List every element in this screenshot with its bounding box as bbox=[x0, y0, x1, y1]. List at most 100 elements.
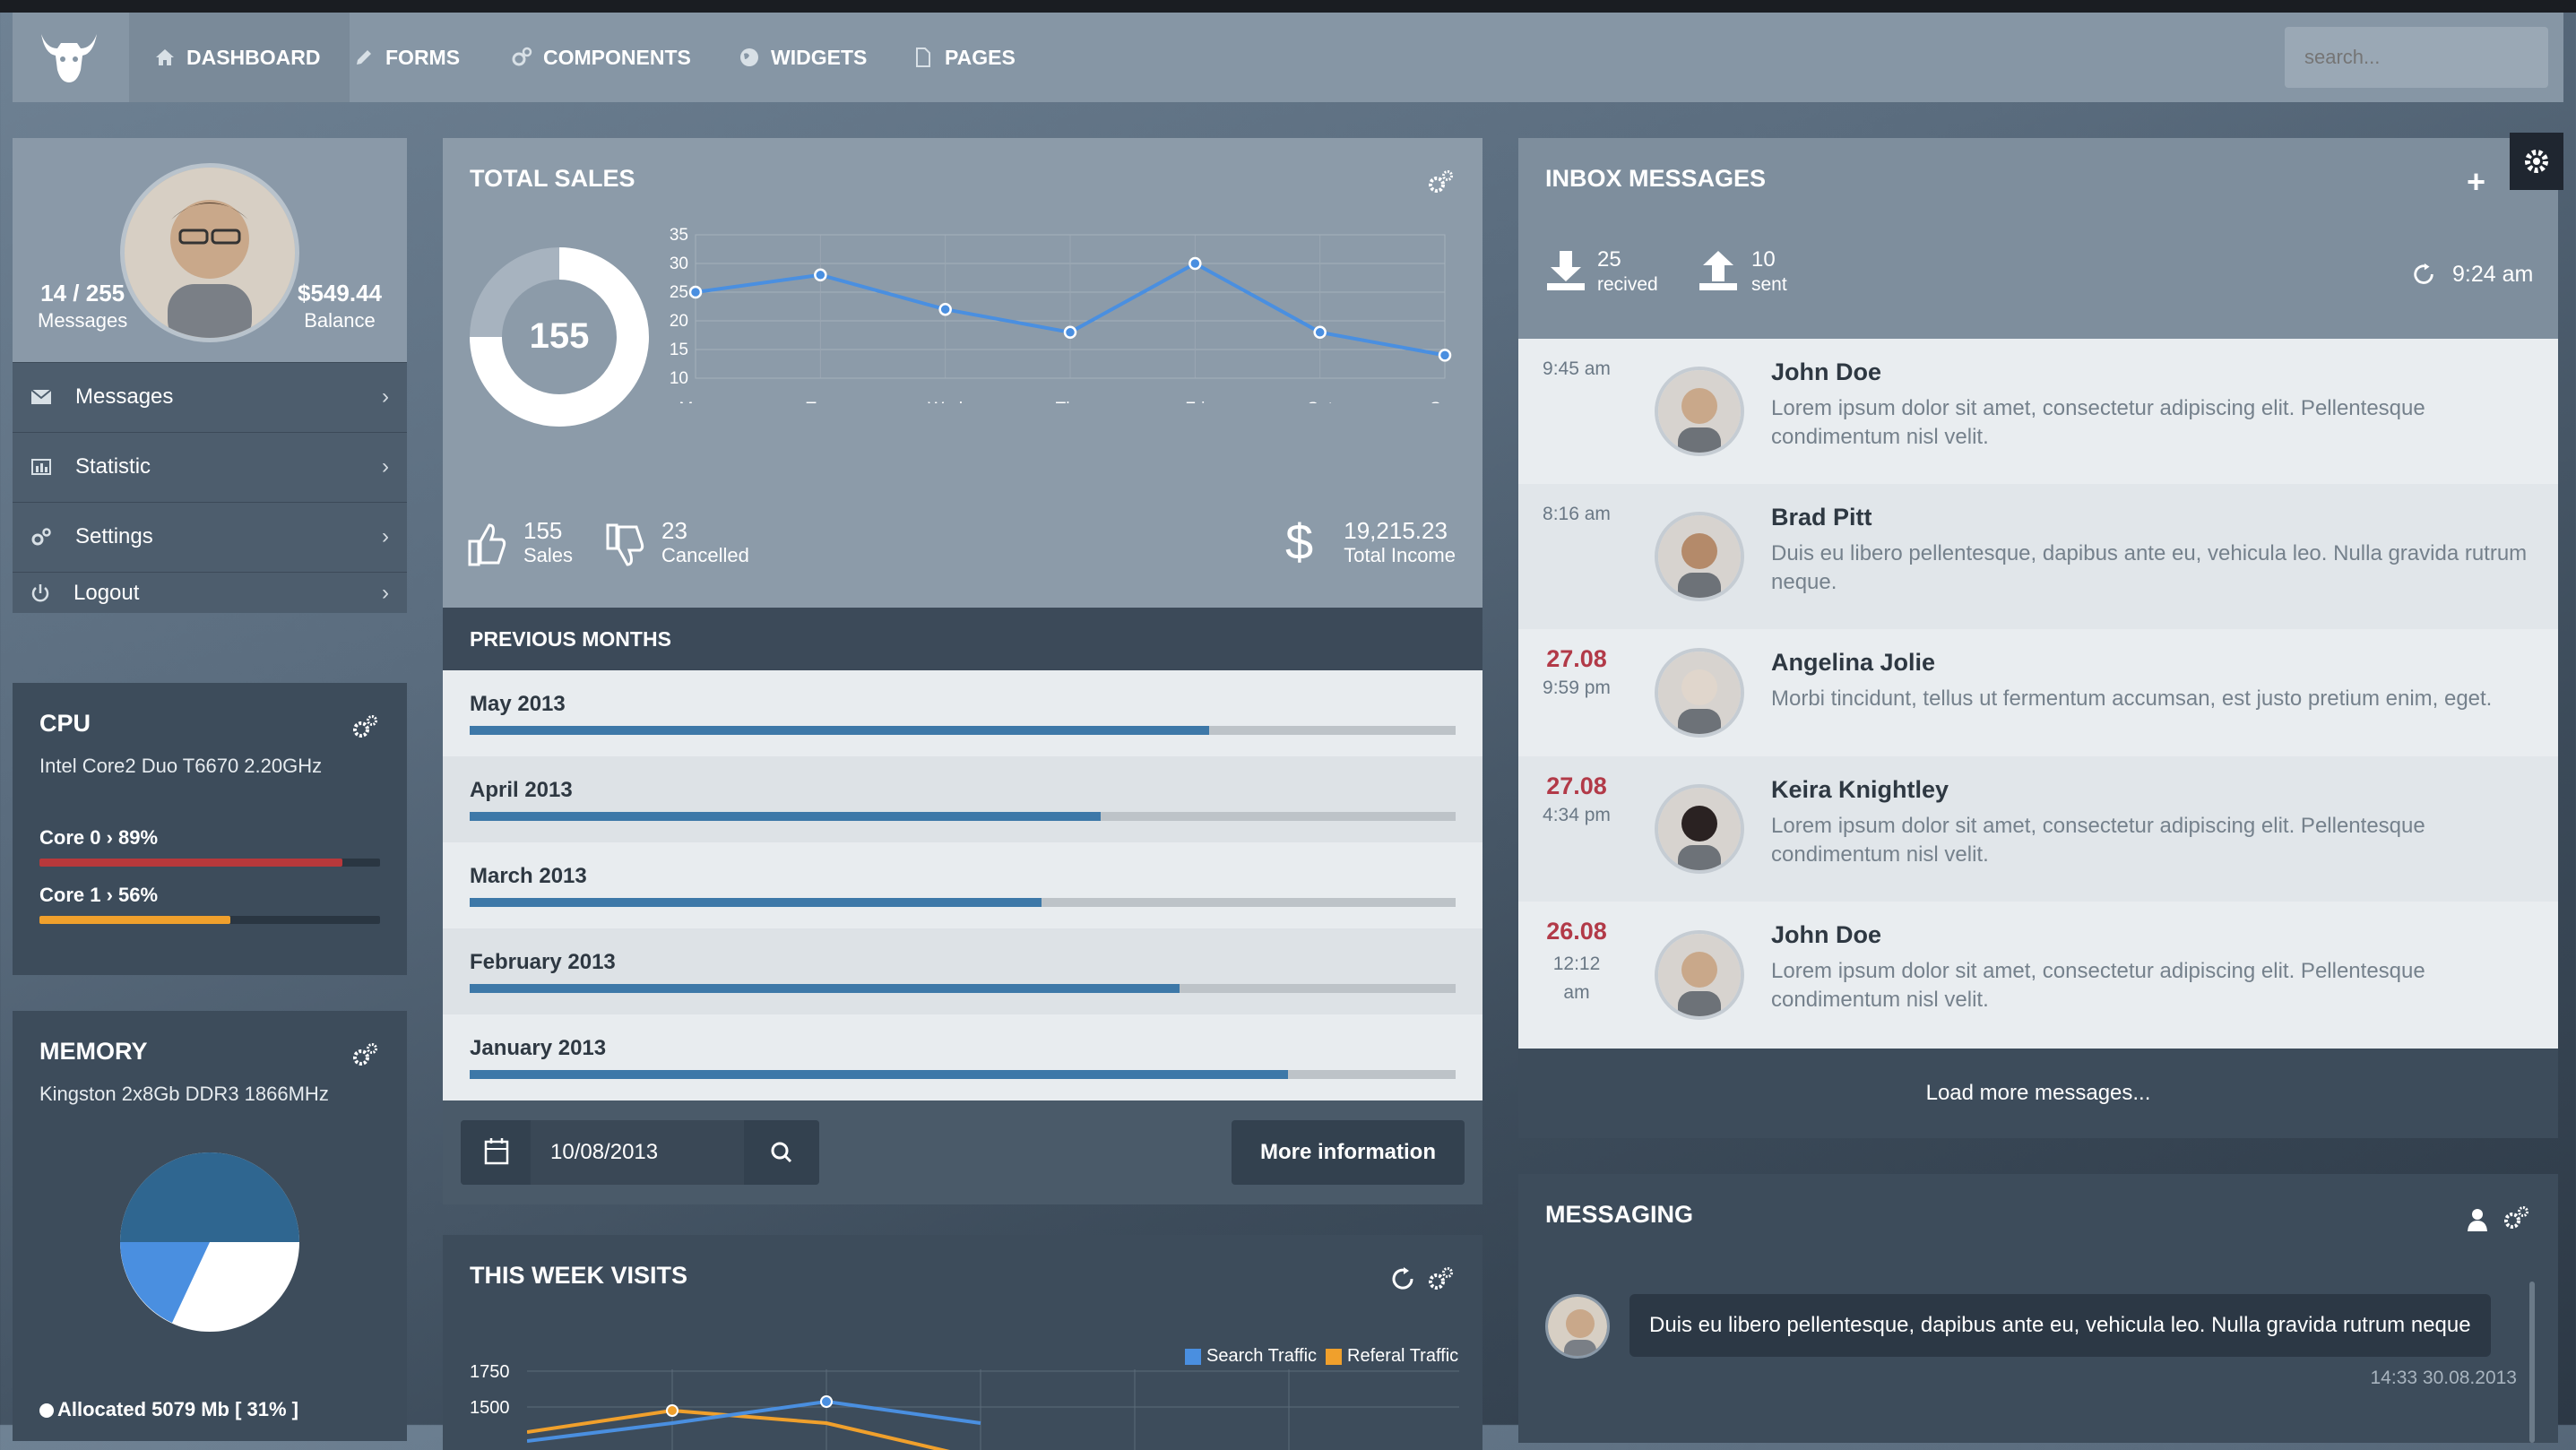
message-item[interactable]: 27.08 9:59 pm Angelina Jolie Morbi tincidun… bbox=[1518, 629, 2558, 756]
top-navbar: DASHBOARD FORMS COMPONENTS WIDGETS PAGES bbox=[13, 13, 2563, 102]
month-progress-bar bbox=[470, 812, 1456, 821]
sidebar-item-statistic[interactable]: Statistic › bbox=[13, 432, 407, 500]
avatar[interactable] bbox=[1655, 512, 1744, 601]
data-point[interactable] bbox=[1189, 256, 1202, 271]
avatar[interactable] bbox=[1655, 648, 1744, 738]
nav-pages[interactable]: PAGES bbox=[912, 13, 1016, 102]
sales-summary: TOTAL SALES 155 35 30 25 20 15 10 Mon Tue Wed Thu… bbox=[443, 138, 1482, 608]
referal-traffic-line bbox=[527, 1408, 950, 1450]
nav-widgets[interactable]: WIDGETS bbox=[739, 13, 867, 102]
month-progress-fill bbox=[470, 726, 1209, 735]
stat-label: recived bbox=[1597, 274, 1658, 295]
memory-pie-chart bbox=[120, 1152, 299, 1332]
nav-components[interactable]: COMPONENTS bbox=[511, 13, 691, 102]
month-progress-bar bbox=[470, 898, 1456, 907]
month-row: March 2013 bbox=[443, 842, 1482, 928]
avatar[interactable] bbox=[1655, 930, 1744, 1020]
month-progress-fill bbox=[470, 984, 1180, 993]
legend-dot bbox=[39, 1403, 54, 1418]
stat-value: 19,215.23 bbox=[1344, 517, 1448, 544]
refresh-icon[interactable] bbox=[1389, 1265, 1416, 1292]
message-time: 4:34 pm bbox=[1543, 805, 1611, 825]
gears-icon[interactable] bbox=[1427, 168, 1454, 195]
date-picker[interactable]: 10/08/2013 bbox=[461, 1120, 819, 1185]
core-0-bar bbox=[39, 859, 380, 867]
power-icon bbox=[31, 583, 49, 601]
add-icon[interactable]: + bbox=[2467, 163, 2486, 200]
chevron-right-icon: › bbox=[382, 453, 389, 479]
sidebar-item-label: Messages bbox=[75, 384, 174, 409]
settings-gear-icon[interactable] bbox=[2510, 133, 2563, 190]
bar-chart-icon bbox=[31, 458, 51, 475]
message-date: 27.08 bbox=[1546, 772, 1607, 799]
y-tick-label: 30 bbox=[670, 255, 688, 273]
sales-stat: 155 Sales bbox=[523, 518, 573, 568]
download-icon bbox=[1547, 251, 1585, 290]
gears-icon bbox=[31, 527, 51, 545]
profile-panel: 14 / 255 Messages $549.44 Balance Messag… bbox=[13, 138, 407, 613]
sidebar-item-settings[interactable]: Settings › bbox=[13, 502, 407, 570]
previous-months-header: PREVIOUS MONTHS bbox=[443, 608, 1482, 670]
panel-title: MESSAGING bbox=[1545, 1201, 1694, 1228]
date-value[interactable]: 10/08/2013 bbox=[550, 1140, 659, 1164]
data-point[interactable] bbox=[814, 268, 827, 282]
data-point[interactable] bbox=[1438, 349, 1452, 362]
data-point[interactable] bbox=[688, 285, 703, 299]
nav-label: COMPONENTS bbox=[543, 45, 691, 69]
y-tick-label: 10 bbox=[670, 369, 688, 388]
globe-icon bbox=[740, 48, 758, 66]
message-item[interactable]: 9:45 am John Doe Lorem ipsum dolor sit ame… bbox=[1518, 339, 2558, 484]
sidebar-item-logout[interactable]: Logout › bbox=[13, 572, 407, 613]
message-item[interactable]: 27.08 4:34 pm Keira Knightley Lorem ipsum d… bbox=[1518, 756, 2558, 902]
load-more-button[interactable]: Load more messages... bbox=[1518, 1049, 2558, 1138]
pie-slice-used-a bbox=[210, 1152, 299, 1242]
data-point[interactable] bbox=[1313, 325, 1327, 340]
search-icon[interactable] bbox=[744, 1120, 819, 1185]
gears-icon[interactable] bbox=[2503, 1204, 2529, 1231]
x-tick-label: Tue bbox=[806, 400, 834, 403]
panel-title: INBOX MESSAGES bbox=[1545, 165, 1767, 192]
message-preview: Morbi tincidunt, tellus ut fermentum acc… bbox=[1771, 686, 2493, 711]
data-point[interactable] bbox=[1063, 325, 1077, 340]
refresh-icon[interactable] bbox=[2411, 262, 2436, 287]
scrollbar[interactable] bbox=[2529, 1282, 2535, 1443]
message-item[interactable]: 8:16 am Brad Pitt Duis eu libero pellentes… bbox=[1518, 484, 2558, 629]
panel-title: CPU bbox=[39, 710, 91, 737]
month-progress-bar bbox=[470, 984, 1456, 993]
donut-value: 155 bbox=[530, 316, 590, 356]
nav-forms[interactable]: FORMS bbox=[353, 13, 460, 102]
sales-footer: 10/08/2013 More information bbox=[443, 1100, 1482, 1204]
calendar-icon[interactable] bbox=[461, 1120, 531, 1185]
nav-dashboard[interactable]: DASHBOARD bbox=[129, 13, 350, 102]
month-progress-fill bbox=[470, 812, 1101, 821]
sidebar-item-label: Logout bbox=[73, 580, 140, 605]
y-tick-label: 35 bbox=[670, 226, 688, 245]
inbox-header: INBOX MESSAGES + 25 recived 10 sent 9:24 a… bbox=[1518, 138, 2558, 339]
pie-slice-cache bbox=[120, 1242, 210, 1323]
gears-icon[interactable] bbox=[351, 1041, 378, 1068]
avatar[interactable] bbox=[1655, 367, 1744, 456]
thumbs-down-icon bbox=[606, 523, 644, 566]
messaging-panel: MESSAGING Duis eu libero pellentesque, d… bbox=[1518, 1174, 2558, 1443]
search-input[interactable] bbox=[2285, 27, 2548, 88]
month-row: January 2013 bbox=[443, 1014, 1482, 1100]
nav-label: PAGES bbox=[945, 45, 1016, 69]
sales-line-chart: 35 30 25 20 15 10 Mon Tue Wed Thu Fri Sat Sun bbox=[670, 226, 1460, 403]
message-time: 9:59 pm bbox=[1543, 678, 1611, 698]
gears-icon[interactable] bbox=[351, 713, 378, 740]
sender-name: John Doe bbox=[1771, 921, 1882, 948]
month-row: February 2013 bbox=[443, 928, 1482, 1014]
avatar[interactable] bbox=[1655, 784, 1744, 874]
bull-logo-icon[interactable] bbox=[38, 29, 100, 86]
more-information-button[interactable]: More information bbox=[1232, 1120, 1465, 1185]
thumbs-up-icon bbox=[468, 523, 506, 566]
sidebar-item-messages[interactable]: Messages › bbox=[13, 362, 407, 430]
message-preview: Lorem ipsum dolor sit amet, consectetur … bbox=[1771, 396, 2425, 449]
chevron-right-icon: › bbox=[382, 384, 389, 409]
data-point[interactable] bbox=[938, 302, 952, 316]
message-item[interactable]: 26.08 12:12 am John Doe Lorem ipsum dolor s… bbox=[1518, 902, 2558, 1049]
legend-label: Search Traffic bbox=[1206, 1346, 1318, 1366]
gears-icon[interactable] bbox=[1427, 1265, 1454, 1292]
avatar[interactable] bbox=[120, 163, 299, 342]
user-icon[interactable] bbox=[2467, 1208, 2488, 1231]
